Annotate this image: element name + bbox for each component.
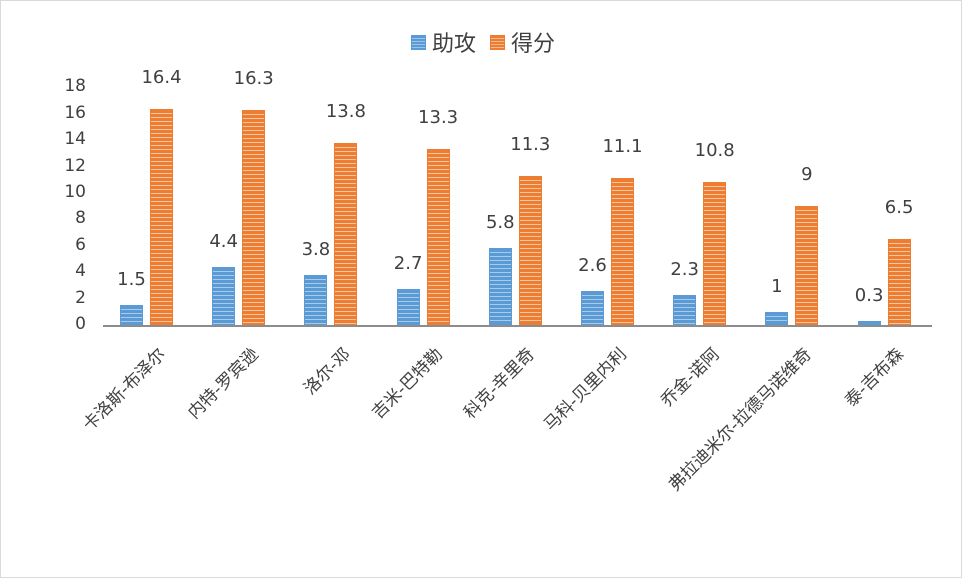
data-label: 13.8 — [325, 100, 366, 122]
bar-assists[interactable] — [673, 294, 697, 325]
bar-assists[interactable] — [396, 289, 420, 325]
y-tick-label: 12 — [64, 155, 86, 176]
bar-assists[interactable] — [857, 321, 881, 325]
bar-points[interactable] — [242, 109, 266, 325]
data-label: 16.3 — [233, 67, 274, 89]
y-tick-label: 14 — [64, 129, 86, 150]
y-tick-label: 18 — [64, 76, 86, 97]
bar-assists[interactable] — [488, 248, 512, 325]
y-tick-label: 8 — [75, 208, 86, 229]
bar-points[interactable] — [518, 175, 542, 325]
data-label: 3.8 — [301, 238, 331, 260]
legend: 助攻 得分 — [0, 26, 962, 58]
data-label: 1.5 — [117, 269, 146, 291]
blue-swatch-icon — [410, 34, 426, 50]
bar-points[interactable] — [703, 182, 727, 325]
bar-points[interactable] — [887, 239, 911, 325]
bar-points[interactable] — [795, 206, 819, 325]
bar-points[interactable] — [150, 108, 173, 325]
data-label: 11.1 — [602, 136, 643, 158]
bar-points[interactable] — [334, 142, 358, 325]
data-label: 9 — [801, 164, 813, 186]
bar-assists[interactable] — [304, 274, 328, 325]
legend-label: 得分 — [511, 32, 556, 57]
legend-label: 助攻 — [431, 32, 476, 57]
x-axis-line — [103, 325, 932, 327]
y-tick-label: 10 — [64, 182, 86, 202]
bar-points[interactable] — [611, 178, 634, 325]
y-tick-label: 6 — [75, 234, 86, 255]
data-label: 2.3 — [670, 258, 699, 280]
data-label: 2.7 — [393, 253, 423, 275]
bar-assists[interactable] — [581, 290, 604, 325]
data-label: 1 — [771, 275, 783, 297]
orange-swatch-icon — [490, 34, 505, 50]
data-label: 16.4 — [141, 66, 182, 88]
y-tick-label: 0 — [75, 314, 86, 334]
y-tick-label: 2 — [75, 287, 86, 308]
data-label: 11.3 — [510, 133, 551, 155]
data-label: 6.5 — [884, 197, 914, 219]
data-label: 13.3 — [418, 107, 459, 129]
data-label: 0.3 — [854, 285, 884, 307]
data-label: 10.8 — [694, 140, 735, 162]
bar-assists[interactable] — [212, 266, 236, 325]
data-label: 2.6 — [578, 254, 607, 276]
y-tick-label: 16 — [64, 102, 86, 123]
bar-assists[interactable] — [765, 311, 789, 325]
legend-item-assists[interactable]: 助攻 — [410, 26, 476, 58]
data-label: 5.8 — [485, 212, 515, 234]
bar-points[interactable] — [426, 149, 450, 325]
data-label: 4.4 — [209, 230, 238, 252]
y-tick-label: 4 — [75, 261, 86, 282]
bar-assists[interactable] — [120, 305, 143, 325]
legend-item-points[interactable]: 得分 — [490, 26, 555, 58]
